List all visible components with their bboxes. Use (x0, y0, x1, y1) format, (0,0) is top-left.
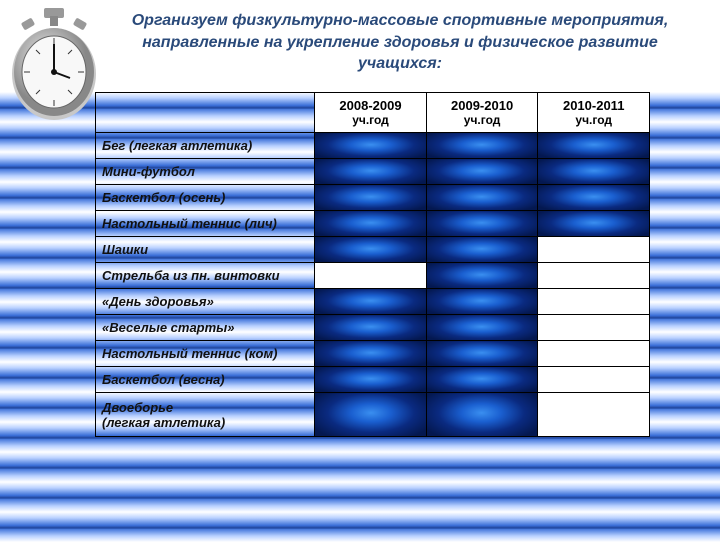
stopwatch-icon (8, 6, 100, 131)
column-header-1: 2009-2010уч.год (426, 93, 538, 133)
table-row: Стрельба из пн. винтовки (96, 263, 650, 289)
data-cell (315, 341, 427, 367)
table-row: «День здоровья» (96, 289, 650, 315)
stripe (0, 452, 720, 482)
row-label: Стрельба из пн. винтовки (96, 263, 315, 289)
data-cell (538, 393, 650, 437)
data-cell (426, 367, 538, 393)
table-row: Мини-футбол (96, 159, 650, 185)
row-label-text: «Веселые старты» (102, 320, 235, 335)
data-cell (538, 367, 650, 393)
column-sub: уч.год (321, 113, 420, 127)
column-sub: уч.год (544, 113, 643, 127)
data-cell (315, 393, 427, 437)
data-cell (315, 237, 427, 263)
row-label-text: Настольный теннис (ком) (102, 346, 277, 361)
data-cell (426, 133, 538, 159)
stripe (0, 512, 720, 542)
table-row: Настольный теннис (лич) (96, 211, 650, 237)
data-cell (426, 393, 538, 437)
row-label-text: «День здоровья» (102, 294, 214, 309)
data-cell (538, 237, 650, 263)
data-cell (315, 315, 427, 341)
row-label: Настольный теннис (ком) (96, 341, 315, 367)
row-label-text: Бег (легкая атлетика) (102, 138, 252, 153)
table-row: «Веселые старты» (96, 315, 650, 341)
data-cell (426, 289, 538, 315)
table-row: Баскетбол (весна) (96, 367, 650, 393)
column-year: 2008-2009 (321, 98, 420, 113)
data-cell (538, 341, 650, 367)
data-cell (538, 211, 650, 237)
data-cell (426, 315, 538, 341)
header-empty (96, 93, 315, 133)
row-label: Настольный теннис (лич) (96, 211, 315, 237)
table-row: Шашки (96, 237, 650, 263)
data-cell (315, 211, 427, 237)
row-label: «День здоровья» (96, 289, 315, 315)
table-row: Бег (легкая атлетика) (96, 133, 650, 159)
data-cell (426, 237, 538, 263)
data-cell (538, 289, 650, 315)
table-row: Баскетбол (осень) (96, 185, 650, 211)
data-cell (315, 289, 427, 315)
data-cell (426, 263, 538, 289)
column-sub: уч.год (433, 113, 532, 127)
table-row: Настольный теннис (ком) (96, 341, 650, 367)
table-row: Двоеборье(легкая атлетика) (96, 393, 650, 437)
column-header-2: 2010-2011уч.год (538, 93, 650, 133)
data-cell (538, 133, 650, 159)
column-header-0: 2008-2009уч.год (315, 93, 427, 133)
data-cell (426, 159, 538, 185)
row-sublabel: (легкая атлетика) (102, 415, 308, 430)
row-label-text: Настольный теннис (лич) (102, 216, 277, 231)
row-label-text: Двоеборье (102, 400, 173, 415)
row-label-text: Шашки (102, 242, 148, 257)
row-label: Мини-футбол (96, 159, 315, 185)
column-year: 2009-2010 (433, 98, 532, 113)
row-label: Баскетбол (весна) (96, 367, 315, 393)
data-cell (426, 341, 538, 367)
row-label-text: Стрельба из пн. винтовки (102, 268, 280, 283)
data-cell (315, 367, 427, 393)
data-cell (426, 185, 538, 211)
data-cell (538, 159, 650, 185)
row-label: Бег (легкая атлетика) (96, 133, 315, 159)
column-year: 2010-2011 (544, 98, 643, 113)
row-label: Двоеборье(легкая атлетика) (96, 393, 315, 437)
data-cell (315, 185, 427, 211)
data-cell (538, 315, 650, 341)
stripe (0, 482, 720, 512)
row-label-text: Баскетбол (весна) (102, 372, 225, 387)
page-title: Организуем физкультурно-массовые спортив… (120, 10, 680, 75)
row-label: Баскетбол (осень) (96, 185, 315, 211)
data-cell (538, 185, 650, 211)
row-label: «Веселые старты» (96, 315, 315, 341)
row-label-text: Мини-футбол (102, 164, 195, 179)
events-table: 2008-2009уч.год2009-2010уч.год2010-2011у… (95, 92, 650, 437)
data-cell (315, 263, 427, 289)
data-cell (315, 159, 427, 185)
data-cell (538, 263, 650, 289)
row-label-text: Баскетбол (осень) (102, 190, 225, 205)
row-label: Шашки (96, 237, 315, 263)
data-cell (426, 211, 538, 237)
data-cell (315, 133, 427, 159)
